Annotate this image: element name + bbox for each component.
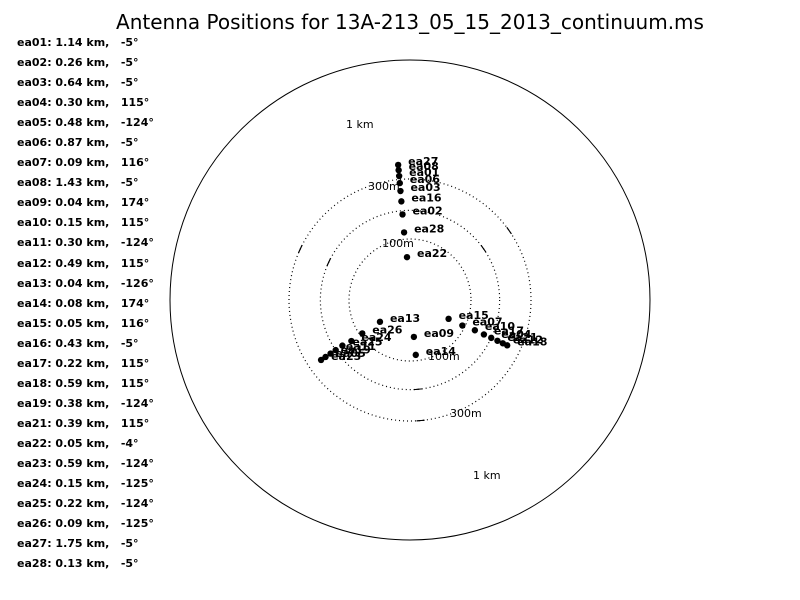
- antenna-marker-ea22: [403, 253, 411, 261]
- antenna-list-row-ea19: ea19: 0.38 km, -124°: [17, 396, 154, 410]
- antenna-list-row-ea12: ea12: 0.49 km, 115°: [17, 256, 150, 270]
- antenna-list-row-ea16: ea16: 0.43 km, -5°: [17, 336, 139, 350]
- antenna-list-row-ea18: ea18: 0.59 km, 115°: [17, 376, 150, 390]
- antenna-label-ea22: ea22: [417, 247, 447, 260]
- antenna-list-row-ea26: ea26: 0.09 km, -125°: [17, 517, 154, 531]
- antenna-label-ea16: ea16: [411, 191, 442, 204]
- antenna-marker-ea07: [459, 322, 466, 329]
- antenna-marker-ea03: [397, 187, 404, 195]
- antenna-list-row-ea22: ea22: 0.05 km, -4°: [17, 436, 139, 450]
- antenna-marker-ea19: [327, 350, 334, 357]
- antenna-label-ea09: ea09: [424, 327, 454, 340]
- antenna-list-row-ea08: ea08: 1.43 km, -5°: [17, 176, 139, 190]
- range-ring-label-100m: 100m: [382, 237, 414, 250]
- antenna-label-ea15: ea15: [459, 309, 489, 322]
- ring-tick-mark: [480, 245, 487, 253]
- antenna-label-ea05: ea05: [336, 347, 366, 360]
- antenna-list-row-ea09: ea09: 0.04 km, 174°: [17, 196, 150, 210]
- antenna-label-ea19: ea19: [341, 344, 371, 357]
- antenna-label-ea14: ea14: [426, 345, 457, 358]
- antenna-label-ea13: ea13: [390, 312, 420, 325]
- antenna-label-ea28: ea28: [414, 222, 444, 235]
- antenna-label-ea21: ea21: [507, 331, 537, 344]
- ring-tick-mark: [326, 258, 331, 266]
- range-ring-label-1km: 1 km: [346, 118, 374, 131]
- antenna-label-ea24: ea24: [361, 331, 392, 344]
- antenna-label-ea27: ea27: [408, 155, 438, 168]
- antenna-list-row-ea10: ea10: 0.15 km, 115°: [17, 216, 150, 230]
- antenna-label-ea03: ea03: [410, 181, 440, 194]
- antenna-marker-ea15: [445, 315, 452, 323]
- antenna-marker-ea16: [398, 198, 405, 205]
- antenna-list-row-ea03: ea03: 0.64 km, -5°: [17, 76, 139, 90]
- antenna-label-ea07: ea07: [472, 316, 502, 329]
- range-ring-label-1km: 1 km: [473, 469, 501, 482]
- antenna-marker-ea28: [400, 229, 408, 236]
- antenna-marker-ea21: [494, 337, 501, 344]
- range-ring-label-100m: 100m: [428, 350, 460, 363]
- antenna-label-ea01: ea01: [409, 166, 439, 179]
- antenna-marker-ea18: [504, 342, 511, 349]
- antenna-list-row-ea04: ea04: 0.30 km, 115°: [17, 96, 150, 110]
- antenna-label-ea10: ea10: [485, 320, 516, 333]
- antenna-list-row-ea02: ea02: 0.26 km, -5°: [17, 56, 139, 70]
- antenna-list-row-ea13: ea13: 0.04 km, -126°: [17, 276, 154, 290]
- antenna-marker-ea10: [471, 327, 479, 334]
- ring-tick-mark: [413, 388, 422, 391]
- antenna-list-row-ea28: ea28: 0.13 km, -5°: [17, 557, 139, 571]
- antenna-label-ea04: ea04: [501, 328, 532, 341]
- antenna-list-row-ea05: ea05: 0.48 km, -124°: [17, 116, 154, 130]
- antenna-marker-ea01: [395, 172, 403, 180]
- antenna-marker-ea06: [396, 179, 403, 187]
- antenna-marker-ea02: [399, 211, 406, 218]
- range-ring-label-300m: 300m: [450, 407, 482, 420]
- ring-tick-mark: [298, 245, 303, 253]
- antenna-marker-ea08: [395, 166, 402, 174]
- antenna-label-ea18: ea18: [517, 335, 547, 348]
- range-ring-300m: [319, 209, 501, 391]
- antenna-marker-ea25: [339, 342, 346, 349]
- antenna-list-row-ea25: ea25: 0.22 km, -124°: [17, 497, 154, 511]
- antenna-list-row-ea01: ea01: 1.14 km, -5°: [17, 36, 139, 49]
- antenna-marker-ea17: [480, 331, 488, 338]
- chart-title: Antenna Positions for 13A-213_05_15_2013…: [116, 10, 704, 34]
- range-ring-100m: [348, 238, 472, 362]
- antenna-marker-ea23: [317, 356, 325, 364]
- antenna-marker-ea11: [332, 346, 339, 354]
- antenna-marker-ea24: [348, 337, 355, 345]
- antenna-legend: ea01: 1.14 km, -5° ea02: 0.26 km, -5° ea03…: [17, 36, 154, 577]
- antenna-marker-ea04: [488, 334, 495, 342]
- range-ring-label-300m: 300m: [368, 180, 400, 193]
- antenna-marker-ea09: [410, 333, 418, 341]
- antenna-marker-ea13: [376, 318, 384, 326]
- antenna-marker-ea27: [394, 161, 402, 169]
- antenna-list-row-ea21: ea21: 0.39 km, 115°: [17, 416, 150, 430]
- antenna-list-row-ea17: ea17: 0.22 km, 115°: [17, 356, 150, 370]
- antenna-marker-ea14: [412, 351, 419, 359]
- range-ring-1km: [288, 178, 532, 422]
- ring-tick-mark: [506, 227, 512, 235]
- antenna-list-row-ea24: ea24: 0.15 km, -125°: [17, 477, 154, 491]
- antenna-list-row-ea11: ea11: 0.30 km, -124°: [17, 236, 154, 250]
- antenna-list-row-ea07: ea07: 0.09 km, 116°: [17, 156, 150, 170]
- antenna-label-ea26: ea26: [372, 323, 403, 336]
- antenna-list-row-ea27: ea27: 1.75 km, -5°: [17, 537, 139, 551]
- antenna-list-row-ea06: ea06: 0.87 km, -5°: [17, 136, 139, 150]
- antenna-label-ea23: ea23: [331, 350, 361, 363]
- antenna-label-ea17: ea17: [494, 324, 524, 337]
- antenna-label-ea08: ea08: [409, 160, 439, 173]
- antenna-label-ea06: ea06: [410, 173, 441, 186]
- antenna-list-row-ea23: ea23: 0.59 km, -124°: [17, 456, 154, 470]
- antenna-label-ea25: ea25: [352, 336, 382, 349]
- antenna-list-row-ea14: ea14: 0.08 km, 174°: [17, 296, 150, 310]
- antenna-list-row-ea15: ea15: 0.05 km, 116°: [17, 316, 150, 330]
- ring-tick-mark: [416, 419, 425, 422]
- antenna-label-ea02: ea02: [413, 204, 443, 217]
- antenna-marker-ea26: [359, 330, 366, 337]
- antenna-label-ea12: ea12: [513, 333, 543, 346]
- outer-boundary-circle: [169, 59, 651, 541]
